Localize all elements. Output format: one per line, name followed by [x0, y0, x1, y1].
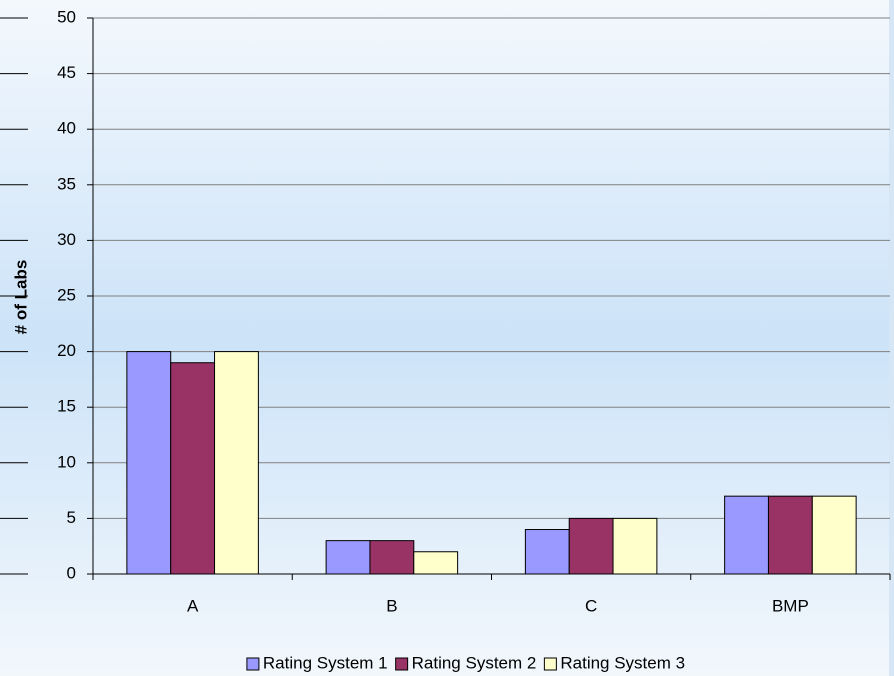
x-tick-label: B [386, 596, 397, 615]
edge-strip [889, 0, 894, 676]
x-tick-label: C [585, 596, 597, 615]
legend-swatch [543, 657, 557, 671]
x-tick-label: A [187, 596, 199, 615]
y-axis-label: # of Labs [11, 260, 30, 335]
bar [524, 529, 570, 575]
bar [612, 517, 658, 575]
y-tick-label: 45 [57, 63, 76, 82]
bar [170, 362, 216, 575]
legend-swatch [246, 657, 260, 671]
x-tick-label: BMP [772, 596, 809, 615]
y-tick-label: 20 [57, 341, 76, 360]
y-tick-label: 50 [57, 7, 76, 26]
bar [325, 540, 371, 575]
bar [767, 495, 813, 575]
y-tick-label: 25 [57, 285, 76, 304]
y-tick-label: 5 [67, 508, 76, 527]
y-tick-label: 30 [57, 230, 76, 249]
bar [369, 540, 415, 575]
y-tick-label: 0 [67, 563, 76, 582]
bar [811, 495, 857, 575]
bar [214, 351, 259, 575]
y-tick-label: 15 [57, 397, 76, 416]
legend-label: Rating System 3 [560, 653, 685, 672]
y-tick-label: 35 [57, 174, 76, 193]
y-tick-label: 40 [57, 119, 76, 138]
legend-swatch [395, 657, 409, 671]
y-tick-label: 10 [57, 452, 76, 471]
legend-label: Rating System 1 [263, 653, 388, 672]
legend-label: Rating System 2 [412, 653, 537, 672]
bar [724, 495, 769, 575]
bar [413, 551, 459, 575]
bar [126, 351, 172, 575]
bar [568, 517, 614, 575]
